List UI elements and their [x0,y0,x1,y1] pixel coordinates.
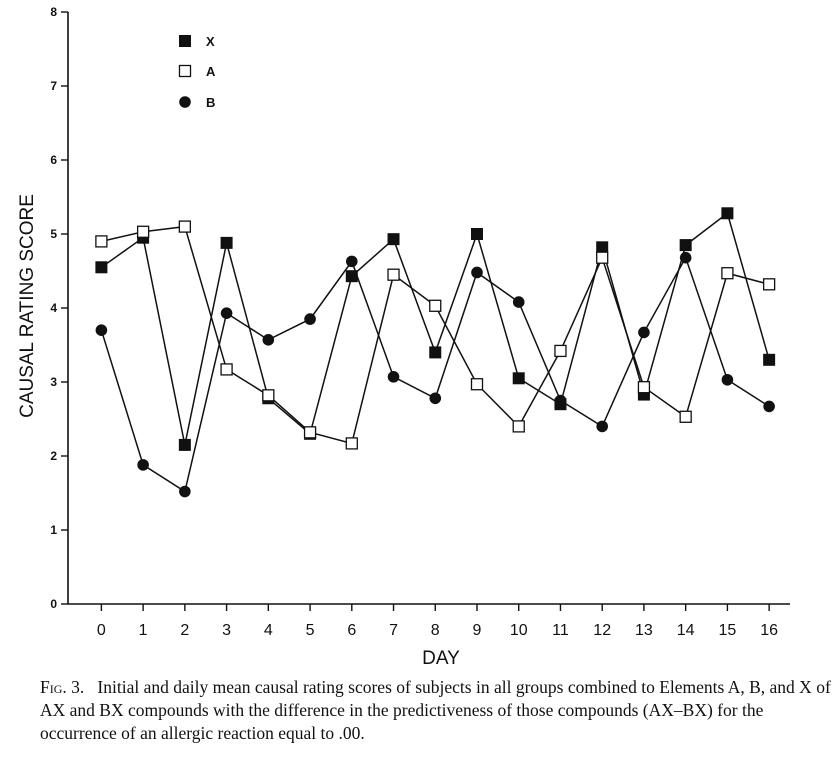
data-point-b [95,324,108,337]
data-point-b [262,334,275,346]
legend-label-a: A [206,64,216,79]
figure-caption: Fig. 3. Initial and daily mean causal ra… [40,676,832,745]
data-point-a [679,410,692,423]
data-point-x [596,241,609,254]
data-point-x [220,236,233,249]
x-tick-label: 3 [222,622,231,639]
data-point-x [512,372,525,385]
data-point-b [638,326,650,339]
data-point-a [387,268,400,281]
data-point-x [95,261,108,274]
data-point-b [387,371,400,383]
x-tick-label: 8 [431,622,440,639]
y-tick-label: 5 [50,227,57,241]
y-tick-label: 6 [50,153,57,167]
caption-text: Initial and daily mean causal rating sco… [40,677,831,743]
x-tick-label: 6 [347,622,356,639]
x-tick-label: 11 [552,622,569,639]
x-tick-label: 14 [677,622,695,639]
data-point-b [679,251,692,264]
data-point-x [178,438,191,451]
data-point-a [596,251,609,264]
legend-item-a: A [178,64,216,79]
x-tick-label: 12 [593,622,611,639]
data-point-b [345,255,358,268]
x-tick-label: 15 [719,622,737,639]
data-point-b [512,296,525,308]
data-point-a [262,389,275,402]
legend-marker-x [179,35,191,47]
y-tick-label: 0 [50,597,57,611]
data-point-a [178,220,192,233]
series-a [95,220,776,450]
series-line-b [100,255,770,493]
series-layer [95,207,776,498]
x-axis-title: DAY [422,648,460,669]
series-line-x [100,212,770,446]
legend-marker-a [178,64,192,78]
data-point-a [136,225,150,238]
data-point-b [471,266,483,279]
figure-label: Fig. 3. [40,677,85,697]
data-point-a [345,437,358,450]
y-tick-label: 7 [50,79,57,93]
data-point-a [220,363,233,376]
series-x [95,207,776,451]
data-point-b [554,394,567,407]
legend-label-b: B [206,95,215,110]
data-point-x [470,228,483,240]
legend-item-x: X [179,34,215,49]
y-axis-title: CAUSAL RATING SCORE [17,194,38,418]
data-point-a [95,235,108,248]
legend-item-b: B [179,95,215,110]
data-point-x [387,233,400,246]
x-tick-label: 5 [306,622,315,639]
data-point-a [470,378,484,391]
data-point-b [596,420,608,433]
y-tick-label: 3 [50,375,57,389]
legend: XA B [178,34,216,110]
legend-label-x: X [206,34,215,49]
data-point-x [429,346,442,359]
data-point-x [721,207,734,220]
data-point-a [512,420,525,433]
data-point-a [637,381,651,394]
x-tick-label: 1 [139,622,148,639]
x-tick-label: 4 [264,622,273,639]
data-point-a [303,426,317,439]
axes [67,12,790,605]
data-point-x [679,239,692,252]
data-point-a [762,278,776,291]
series-line-a [101,225,770,445]
y-tick-label: 1 [50,523,57,537]
y-tick-label: 2 [50,449,57,463]
x-tick-label: 13 [635,622,653,639]
x-tick-label: 0 [97,622,106,639]
x-tick-label: 10 [510,622,528,639]
legend-marker-b [179,96,191,108]
data-point-b [721,373,734,386]
data-point-b [304,313,316,325]
y-tick-label: 8 [50,5,57,19]
x-tick-label: 9 [473,622,482,639]
data-point-b [763,400,775,413]
data-point-b [137,459,149,471]
series-b [95,251,775,498]
x-tick-label: 16 [760,622,778,639]
x-tick-label: 7 [389,622,398,639]
y-tick-label: 4 [50,301,57,315]
data-point-a [429,299,442,312]
x-tick-label: 2 [180,622,189,639]
data-point-b [429,392,442,405]
data-point-a [554,344,567,358]
data-point-b [179,485,191,498]
data-point-x [763,353,776,366]
data-point-a [721,267,734,280]
data-point-b [220,307,233,319]
